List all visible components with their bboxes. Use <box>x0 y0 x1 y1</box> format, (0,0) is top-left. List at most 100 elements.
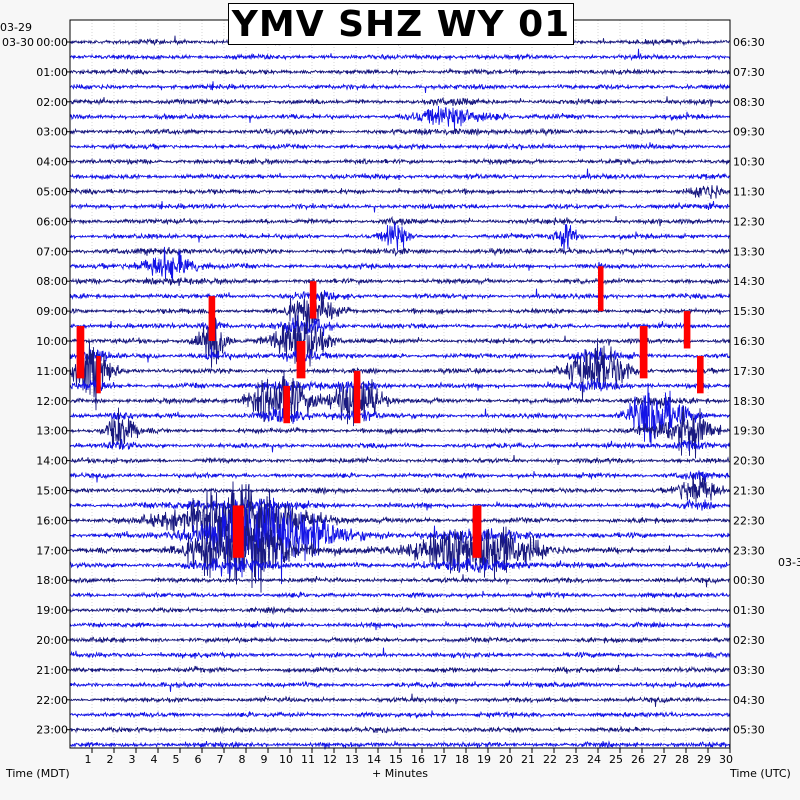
right-hour-label: 06:30 <box>733 36 765 49</box>
right-hour-label: 16:30 <box>733 335 765 348</box>
trace-row <box>69 246 731 257</box>
right-hour-label: 21:30 <box>733 485 765 498</box>
left-hour-label: 03:00 <box>36 126 68 139</box>
clipped-segment <box>76 326 85 379</box>
trace-row <box>69 620 731 631</box>
x-tick-label: 24 <box>587 753 601 766</box>
clipped-segment <box>697 355 704 394</box>
right-hour-label: 22:30 <box>733 514 765 527</box>
trace-row <box>69 369 731 427</box>
x-tick-label: 20 <box>499 753 513 766</box>
x-tick-label: 16 <box>411 753 425 766</box>
x-tick-label: 8 <box>239 753 246 766</box>
left-hour-label: 09:00 <box>36 305 68 318</box>
trace-row <box>69 664 731 674</box>
left-hour-label: 01:00 <box>36 66 68 79</box>
left-hour-label: 00:00 <box>36 36 68 49</box>
right-hour-label: 14:30 <box>733 275 765 288</box>
trace-row <box>69 405 731 459</box>
trace-row <box>69 127 731 137</box>
trace-row <box>69 375 731 394</box>
clipped-segment <box>208 296 216 341</box>
left-date-label: 03-29 <box>0 21 32 34</box>
x-tick-label: 18 <box>455 753 469 766</box>
left-hour-label: 13:00 <box>36 425 68 438</box>
left-hour-label: 05:00 <box>36 186 68 199</box>
right-date-label: 03-3 <box>778 556 800 569</box>
x-tick-label: 14 <box>367 753 381 766</box>
right-hour-label: 13:30 <box>733 245 765 258</box>
x-tick-label: 13 <box>345 753 359 766</box>
trace-row <box>69 455 731 465</box>
x-tick-label: 15 <box>389 753 403 766</box>
trace-row <box>69 277 731 287</box>
trace-row <box>69 605 731 616</box>
left-hour-label: 12:00 <box>36 395 68 408</box>
clipped-segment <box>296 341 306 379</box>
trace-row <box>69 341 731 411</box>
trace-row <box>69 680 731 692</box>
right-time-labels: 06:30 07:30 08:30 09:30 10:30 11:30 12:30 13:30… <box>733 36 800 737</box>
x-tick-label: 4 <box>151 753 158 766</box>
left-hour-label: 08:00 <box>36 275 68 288</box>
left-hour-label: 10:00 <box>36 335 68 348</box>
right-hour-label: 04:30 <box>733 694 765 707</box>
trace-row <box>69 590 731 600</box>
x-tick-label: 28 <box>675 753 689 766</box>
right-hour-label: 19:30 <box>733 425 765 438</box>
trace-row <box>69 574 731 588</box>
clipped-segments <box>76 266 704 558</box>
trace-row <box>69 185 731 200</box>
x-tick-label: 19 <box>477 753 491 766</box>
right-hour-label: 01:30 <box>733 604 765 617</box>
right-hour-label: 23:30 <box>733 544 765 557</box>
trace-row <box>69 647 731 659</box>
right-hour-label: 15:30 <box>733 305 765 318</box>
clipped-segment <box>639 326 648 379</box>
right-hour-label: 00:30 <box>733 574 765 587</box>
trace-row <box>70 201 731 213</box>
left-hour-label: 18:00 <box>36 574 68 587</box>
right-axis-title: Time (UTC) <box>729 767 791 780</box>
x-tick-label: 1 <box>85 753 92 766</box>
trace-row <box>69 96 731 107</box>
right-hour-label: 10:30 <box>733 156 765 169</box>
left-hour-label: 14:00 <box>36 455 68 468</box>
x-tick-label: 3 <box>129 753 136 766</box>
trace-row <box>69 307 731 376</box>
right-hour-label: 02:30 <box>733 634 765 647</box>
x-axis-title: + Minutes <box>372 767 428 780</box>
trace-row <box>69 105 731 130</box>
x-tick-label: 9 <box>261 753 268 766</box>
trace-row <box>69 288 731 301</box>
clipped-segment <box>472 505 482 558</box>
left-hour-label: 16:00 <box>36 514 68 527</box>
trace-row <box>69 508 731 593</box>
right-hour-label: 03:30 <box>733 664 765 677</box>
x-tick-label: 22 <box>543 753 557 766</box>
x-tick-label: 27 <box>653 753 667 766</box>
trace-row <box>69 246 731 282</box>
trace-row <box>69 636 731 644</box>
trace-row <box>69 215 731 227</box>
x-tick-label: 23 <box>565 753 579 766</box>
trace-row <box>69 290 731 334</box>
x-tick-label: 21 <box>521 753 535 766</box>
left-hour-label: 20:00 <box>36 634 68 647</box>
x-tick-label: 29 <box>697 753 711 766</box>
trace-row <box>69 740 731 750</box>
trace-row <box>69 142 731 152</box>
left-hour-label: 17:00 <box>36 544 68 557</box>
trace-row <box>70 382 731 447</box>
left-hour-label: 04:00 <box>36 156 68 169</box>
x-tick-label: 30 <box>719 753 733 766</box>
left-hour-label: 11:00 <box>36 365 68 378</box>
trace-row <box>69 498 731 515</box>
clipped-segment <box>96 355 101 394</box>
x-tick-label: 26 <box>631 753 645 766</box>
trace-row <box>69 346 731 365</box>
left-hour-label: 22:00 <box>36 694 68 707</box>
clipped-segment <box>232 505 244 558</box>
trace-row <box>69 222 731 253</box>
x-tick-label: 10 <box>279 753 293 766</box>
